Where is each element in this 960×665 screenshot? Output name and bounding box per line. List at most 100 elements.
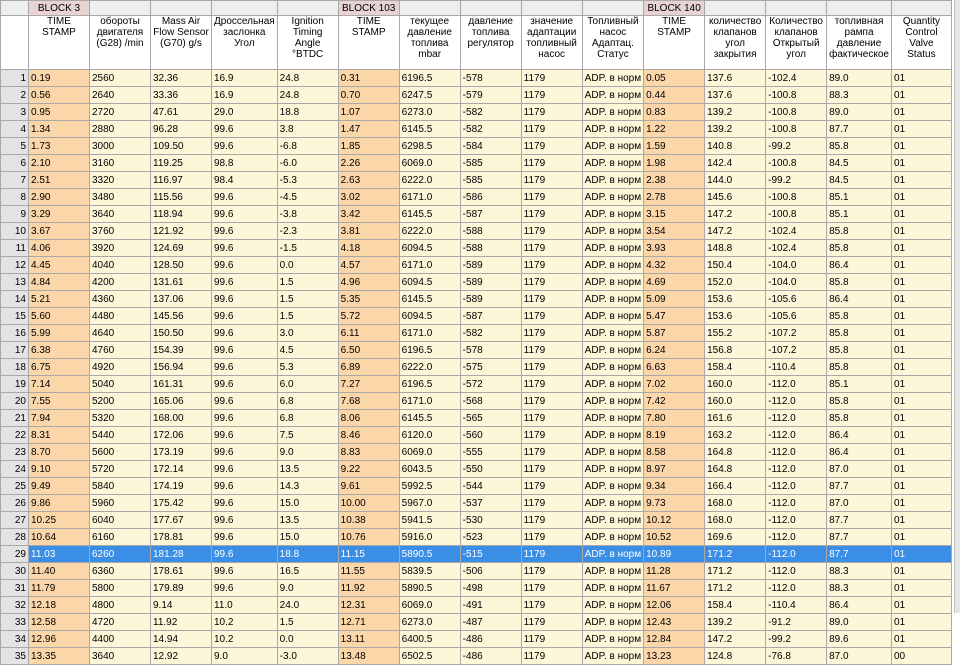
table-cell[interactable]: -487 — [459, 613, 522, 631]
table-cell[interactable]: -102.4 — [765, 222, 828, 240]
table-cell[interactable]: 6.8 — [276, 392, 339, 410]
table-cell[interactable]: 4760 — [89, 341, 151, 359]
table-cell[interactable]: 6094.5 — [398, 239, 461, 257]
table-cell[interactable]: ADP. в норм — [581, 239, 645, 257]
table-cell[interactable]: 4360 — [89, 290, 151, 308]
table-cell[interactable]: 1.5 — [276, 273, 339, 291]
table-cell[interactable]: 89.0 — [826, 613, 892, 631]
table-cell[interactable]: 9.73 — [643, 494, 706, 512]
table-cell[interactable]: 99.6 — [211, 341, 278, 359]
column-header-7[interactable]: текущее давление топлива mbar — [398, 15, 461, 70]
table-cell[interactable]: -584 — [459, 137, 522, 155]
table-cell[interactable]: 01 — [890, 137, 952, 155]
table-cell[interactable]: -100.8 — [765, 86, 828, 104]
table-cell[interactable]: 178.81 — [150, 528, 212, 546]
table-cell[interactable]: -112.0 — [765, 494, 828, 512]
table-cell[interactable]: 119.25 — [150, 154, 212, 172]
table-cell[interactable]: 88.3 — [826, 579, 892, 597]
table-cell[interactable]: 8.97 — [643, 460, 706, 478]
table-cell[interactable]: -588 — [459, 239, 522, 257]
table-cell[interactable]: 99.6 — [211, 273, 278, 291]
table-cell[interactable]: 99.6 — [211, 137, 278, 155]
table-cell[interactable]: -578 — [459, 69, 522, 87]
table-cell[interactable]: 1179 — [520, 171, 583, 189]
table-cell[interactable]: 142.4 — [704, 154, 767, 172]
table-cell[interactable]: 175.42 — [150, 494, 212, 512]
table-cell[interactable]: 1179 — [520, 545, 583, 563]
row-number[interactable]: 22 — [0, 426, 29, 444]
table-cell[interactable]: 01 — [890, 630, 952, 648]
table-cell[interactable]: -110.4 — [765, 596, 828, 614]
table-cell[interactable]: 99.6 — [211, 239, 278, 257]
table-cell[interactable]: 13.11 — [337, 630, 400, 648]
table-cell[interactable]: 5916.0 — [398, 528, 461, 546]
table-cell[interactable]: ADP. в норм — [581, 426, 645, 444]
table-cell[interactable]: 12.06 — [643, 596, 706, 614]
table-cell[interactable]: 99.6 — [211, 460, 278, 478]
column-header-3[interactable]: Mass Air Flow Sensor (G70) g/s — [150, 15, 212, 70]
table-cell[interactable]: 6222.0 — [398, 171, 461, 189]
table-cell[interactable]: 1179 — [520, 256, 583, 274]
table-cell[interactable]: 10.25 — [28, 511, 90, 529]
table-cell[interactable]: 5.21 — [28, 290, 90, 308]
table-cell[interactable]: 01 — [890, 307, 952, 325]
table-cell[interactable]: 166.4 — [704, 477, 767, 495]
table-cell[interactable]: 5320 — [89, 409, 151, 427]
table-cell[interactable]: 01 — [890, 596, 952, 614]
table-cell[interactable]: 1179 — [520, 392, 583, 410]
table-cell[interactable]: 0.19 — [28, 69, 90, 87]
table-cell[interactable]: 86.4 — [826, 443, 892, 461]
table-cell[interactable]: 0.56 — [28, 86, 90, 104]
table-cell[interactable]: 5.35 — [337, 290, 400, 308]
table-cell[interactable]: -5.3 — [276, 171, 339, 189]
table-cell[interactable]: -112.0 — [765, 392, 828, 410]
table-cell[interactable]: 8.06 — [337, 409, 400, 427]
table-cell[interactable]: 165.06 — [150, 392, 212, 410]
table-cell[interactable]: 161.31 — [150, 375, 212, 393]
table-cell[interactable]: -575 — [459, 358, 522, 376]
table-cell[interactable]: 174.19 — [150, 477, 212, 495]
table-cell[interactable]: 1179 — [520, 205, 583, 223]
table-cell[interactable]: 3760 — [89, 222, 151, 240]
table-cell[interactable]: 4400 — [89, 630, 151, 648]
table-cell[interactable]: 01 — [890, 324, 952, 342]
table-cell[interactable]: 1179 — [520, 596, 583, 614]
table-cell[interactable]: 3.93 — [643, 239, 706, 257]
table-cell[interactable]: 5600 — [89, 443, 151, 461]
table-cell[interactable]: 4.45 — [28, 256, 90, 274]
table-cell[interactable]: 3.67 — [28, 222, 90, 240]
table-cell[interactable]: 177.67 — [150, 511, 212, 529]
table-cell[interactable]: -544 — [459, 477, 522, 495]
table-cell[interactable]: 7.27 — [337, 375, 400, 393]
table-cell[interactable]: 168.0 — [704, 511, 767, 529]
table-cell[interactable]: 1179 — [520, 375, 583, 393]
table-cell[interactable]: -105.6 — [765, 290, 828, 308]
row-number[interactable]: 15 — [0, 307, 29, 325]
table-cell[interactable]: ADP. в норм — [581, 630, 645, 648]
table-cell[interactable]: 01 — [890, 426, 952, 444]
table-cell[interactable]: 6145.5 — [398, 409, 461, 427]
table-cell[interactable]: ADP. в норм — [581, 647, 645, 665]
table-cell[interactable]: 8.31 — [28, 426, 90, 444]
table-cell[interactable]: 0.05 — [643, 69, 706, 87]
table-cell[interactable]: 4.32 — [643, 256, 706, 274]
table-cell[interactable]: ADP. в норм — [581, 86, 645, 104]
table-row[interactable]: 5 1.73 3000 109.50 99.6 -6.8 1.85 6298.5 -584 117… — [0, 137, 952, 155]
table-cell[interactable]: 1179 — [520, 460, 583, 478]
table-cell[interactable]: 6222.0 — [398, 222, 461, 240]
column-header-12[interactable]: количество клапанов угол закрытия — [704, 15, 767, 70]
table-cell[interactable]: 5.09 — [643, 290, 706, 308]
row-number[interactable]: 11 — [0, 239, 29, 257]
table-row[interactable]: 1 0.19 2560 32.36 16.9 24.8 0.31 6196.5 -578 1179… — [0, 69, 952, 87]
table-cell[interactable]: 5200 — [89, 392, 151, 410]
table-cell[interactable]: 98.4 — [211, 171, 278, 189]
table-cell[interactable]: 1179 — [520, 409, 583, 427]
table-cell[interactable]: 3.29 — [28, 205, 90, 223]
table-cell[interactable]: 11.03 — [28, 545, 90, 563]
table-row[interactable]: 3 0.95 2720 47.61 29.0 18.8 1.07 6273.0 -582 1179… — [0, 103, 952, 121]
table-cell[interactable]: -568 — [459, 392, 522, 410]
table-row[interactable]: 21 7.94 5320 168.00 99.6 6.8 8.06 6145.5 -565 117… — [0, 409, 952, 427]
table-cell[interactable]: 99.6 — [211, 188, 278, 206]
table-cell[interactable]: 99.6 — [211, 307, 278, 325]
table-cell[interactable]: 4.84 — [28, 273, 90, 291]
